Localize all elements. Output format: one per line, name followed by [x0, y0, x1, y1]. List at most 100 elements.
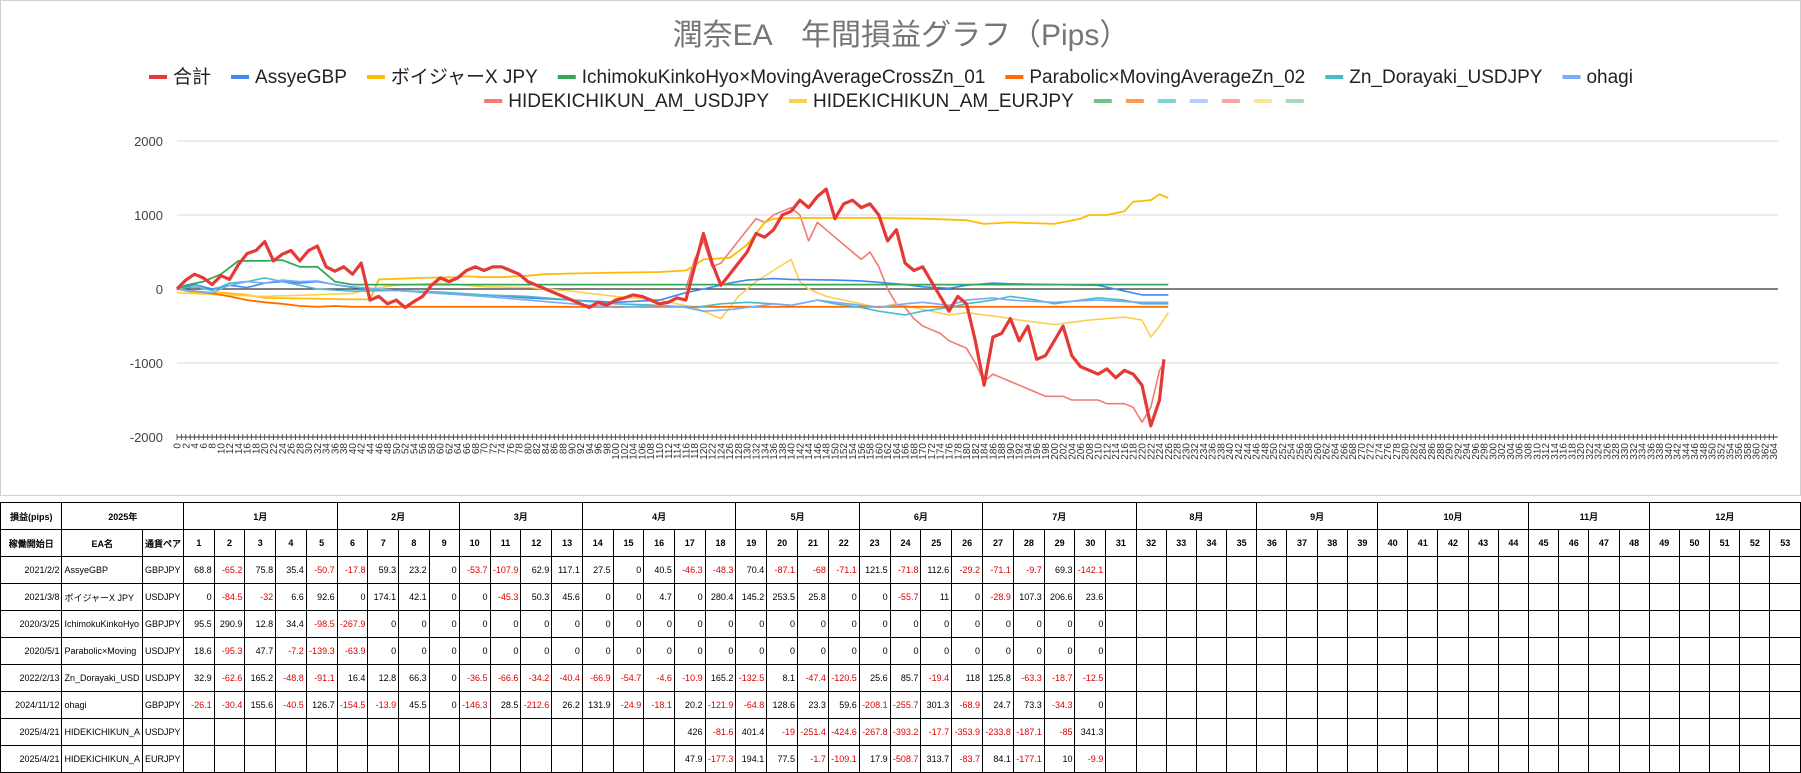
pips-cell [1135, 691, 1167, 719]
y-axis: 2000 1000 0 -1000 -2000 [130, 134, 163, 445]
legend-item[interactable]: Zn_Dorayaki_USDJPY [1325, 67, 1543, 88]
pips-cell: -17.7 [920, 718, 953, 746]
month-header: 7月 [982, 502, 1137, 530]
pips-cell: 0 [612, 610, 645, 638]
pips-cell [1588, 664, 1620, 692]
pips-cell: 0 [797, 610, 829, 638]
pips-cell [1527, 556, 1560, 584]
month-header: 3月 [458, 502, 583, 530]
legend-item[interactable]: HIDEKICHIKUN_AM_EURJPY [789, 91, 1074, 112]
pips-cell: 40.5 [643, 556, 675, 584]
x-tick-label: 172 [927, 443, 938, 460]
x-tick-label: 158 [866, 443, 877, 460]
x-tick-label: 8 [208, 443, 219, 449]
x-tick-label: 72 [488, 443, 499, 455]
legend-item[interactable]: IchimokuKinkoHyo×MovingAverageCrossZn_01 [557, 67, 986, 88]
pips-cell [1618, 637, 1650, 665]
pips-cell: 0 [951, 637, 984, 665]
pips-cell [1769, 718, 1801, 746]
pips-cell [1195, 637, 1228, 665]
x-tick-label: 360 [1752, 443, 1763, 460]
pips-cell: 92.6 [305, 583, 338, 611]
pips-cell [1588, 583, 1620, 611]
week-header: 23 [858, 529, 891, 557]
pips-cell [1105, 664, 1137, 692]
pips-cell [1467, 745, 1499, 773]
pips-cell: 69.3 [1043, 556, 1076, 584]
pips-cell: 70.4 [735, 556, 768, 584]
legend-item[interactable]: ボイジャーX JPY [366, 66, 538, 88]
x-tick-label: 88 [558, 443, 569, 455]
pips-cell [1437, 610, 1469, 638]
chart-legend: 合計 AssyeGBP ボイジャーX JPY IchimokuKinkoHyo×Mov… [149, 66, 1633, 112]
pips-cell [1135, 583, 1167, 611]
pips-cell: 128.6 [766, 691, 799, 719]
series-line [685, 206, 1165, 423]
legend-item[interactable]: 合計 [149, 66, 211, 88]
table-header-weeks: 稼働開始日 EA名 通貨ペア 1 2 3 4 5 6 7 8 9 10 11 12 13 14 15 16 17… [0, 529, 1801, 557]
pair-header: 通貨ペア [141, 529, 185, 557]
x-tick-label: 54 [409, 443, 420, 455]
legend-item[interactable]: ohagi [1562, 67, 1633, 88]
pips-cell: -68.9 [951, 691, 984, 719]
start-date-cell: 2020/5/1 [0, 637, 63, 665]
pips-cell [1256, 637, 1288, 665]
x-tick-label: 66 [462, 443, 473, 455]
x-tick-label: 320 [1576, 443, 1587, 460]
x-tick-label: 234 [1199, 443, 1210, 460]
pips-cell [1467, 556, 1499, 584]
pips-cell: -71.1 [827, 556, 860, 584]
pips-cell: 0 [336, 583, 369, 611]
legend-label: HIDEKICHIKUN_AM_EURJPY [813, 91, 1074, 112]
legend-item[interactable]: Parabolic×MovingAverageZn_02 [1005, 67, 1305, 88]
pips-cell [551, 718, 583, 746]
pips-cell: 11 [920, 583, 953, 611]
pips-cell: -18.7 [1043, 664, 1076, 692]
week-header: 14 [581, 529, 614, 557]
pips-cell [1226, 556, 1258, 584]
x-tick-label: 286 [1427, 443, 1438, 460]
pips-cell: -48.3 [704, 556, 737, 584]
pips-cell [428, 718, 460, 746]
pips-cell: 0 [458, 583, 491, 611]
pair-cell: USDJPY [141, 664, 185, 692]
x-tick-label: 208 [1085, 443, 1096, 460]
x-tick-label: 280 [1401, 443, 1412, 460]
pips-cell: -18.1 [643, 691, 675, 719]
pips-cell: 77.5 [766, 745, 799, 773]
pips-cell [1588, 610, 1620, 638]
pips-cell [1316, 691, 1348, 719]
x-tick-label: 200 [1050, 443, 1061, 460]
x-tick-label: 224 [1155, 443, 1166, 460]
pips-cell: 0 [951, 610, 984, 638]
pips-cell: 50.3 [520, 583, 553, 611]
x-tick-label: 0 [173, 443, 184, 449]
pips-cell: 0 [858, 637, 891, 665]
pips-cell: 0 [458, 637, 491, 665]
x-tick-label: 278 [1392, 443, 1403, 460]
x-tick-label: 32 [313, 443, 324, 455]
x-tick-label: 170 [918, 443, 929, 460]
x-tick-label: 298 [1480, 443, 1491, 460]
legend-item[interactable]: HIDEKICHIKUN_AM_USDJPY [484, 91, 769, 112]
pips-cell: -65.2 [213, 556, 246, 584]
pips-cell [1588, 745, 1620, 773]
pips-cell: -251.4 [797, 718, 829, 746]
pips-cell: 0 [489, 610, 522, 638]
x-tick-label: 26 [287, 443, 298, 455]
pips-cell [1739, 556, 1771, 584]
x-tick-label: 4 [190, 443, 201, 449]
start-date-cell: 2020/3/25 [0, 610, 63, 638]
pips-cell: 165.2 [704, 664, 737, 692]
x-tick-label: 310 [1532, 443, 1543, 460]
pips-cell [1226, 745, 1258, 773]
ea-name-cell: ボイジャーX JPY [61, 583, 143, 611]
pips-cell: 0 [1012, 610, 1045, 638]
pips-cell: 107.3 [1012, 583, 1045, 611]
legend-item[interactable]: AssyeGBP [231, 67, 347, 88]
series-line [176, 279, 1169, 312]
pips-cell [1558, 664, 1590, 692]
week-header: 36 [1256, 529, 1288, 557]
pips-cell [1135, 556, 1167, 584]
pips-cell [1256, 583, 1288, 611]
